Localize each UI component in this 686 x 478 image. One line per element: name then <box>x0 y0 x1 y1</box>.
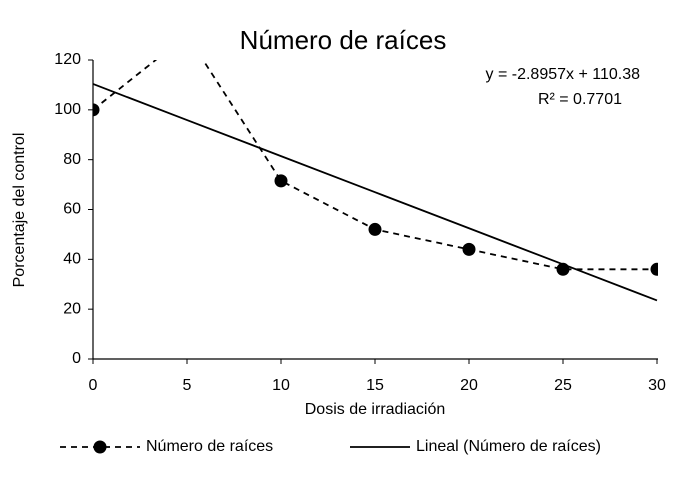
y-tick-label: 0 <box>72 350 81 367</box>
marker <box>93 103 100 117</box>
r-squared: R² = 0.7701 <box>538 91 622 108</box>
x-tick-label: 30 <box>648 377 666 394</box>
marker <box>462 242 476 256</box>
series-line <box>93 83 658 302</box>
y-tick-label: 40 <box>63 251 81 268</box>
legend-label: Número de raíces <box>146 438 273 455</box>
legend-label: Lineal (Número de raíces) <box>416 438 601 455</box>
legend-marker <box>93 440 107 454</box>
x-axis-label: Dosis de irradiación <box>305 401 446 418</box>
y-axis-label: Porcentaje del control <box>11 133 28 288</box>
marker <box>650 262 658 276</box>
x-tick-label: 15 <box>366 377 384 394</box>
y-tick-label: 80 <box>63 151 81 168</box>
x-tick-label: 25 <box>554 377 572 394</box>
x-tick-label: 10 <box>272 377 290 394</box>
trend-equation: y = -2.8957x + 110.38 <box>486 66 641 83</box>
x-tick-label: 5 <box>183 377 192 394</box>
marker <box>368 222 382 236</box>
x-tick-label: 20 <box>460 377 478 394</box>
chart-title: Número de raíces <box>240 25 447 55</box>
plot-area <box>93 60 658 302</box>
y-tick-label: 120 <box>54 51 81 68</box>
marker <box>274 174 288 188</box>
y-tick-label: 60 <box>63 201 81 218</box>
y-tick-label: 100 <box>54 101 81 118</box>
y-tick-label: 20 <box>63 300 81 317</box>
x-tick-label: 0 <box>89 377 98 394</box>
